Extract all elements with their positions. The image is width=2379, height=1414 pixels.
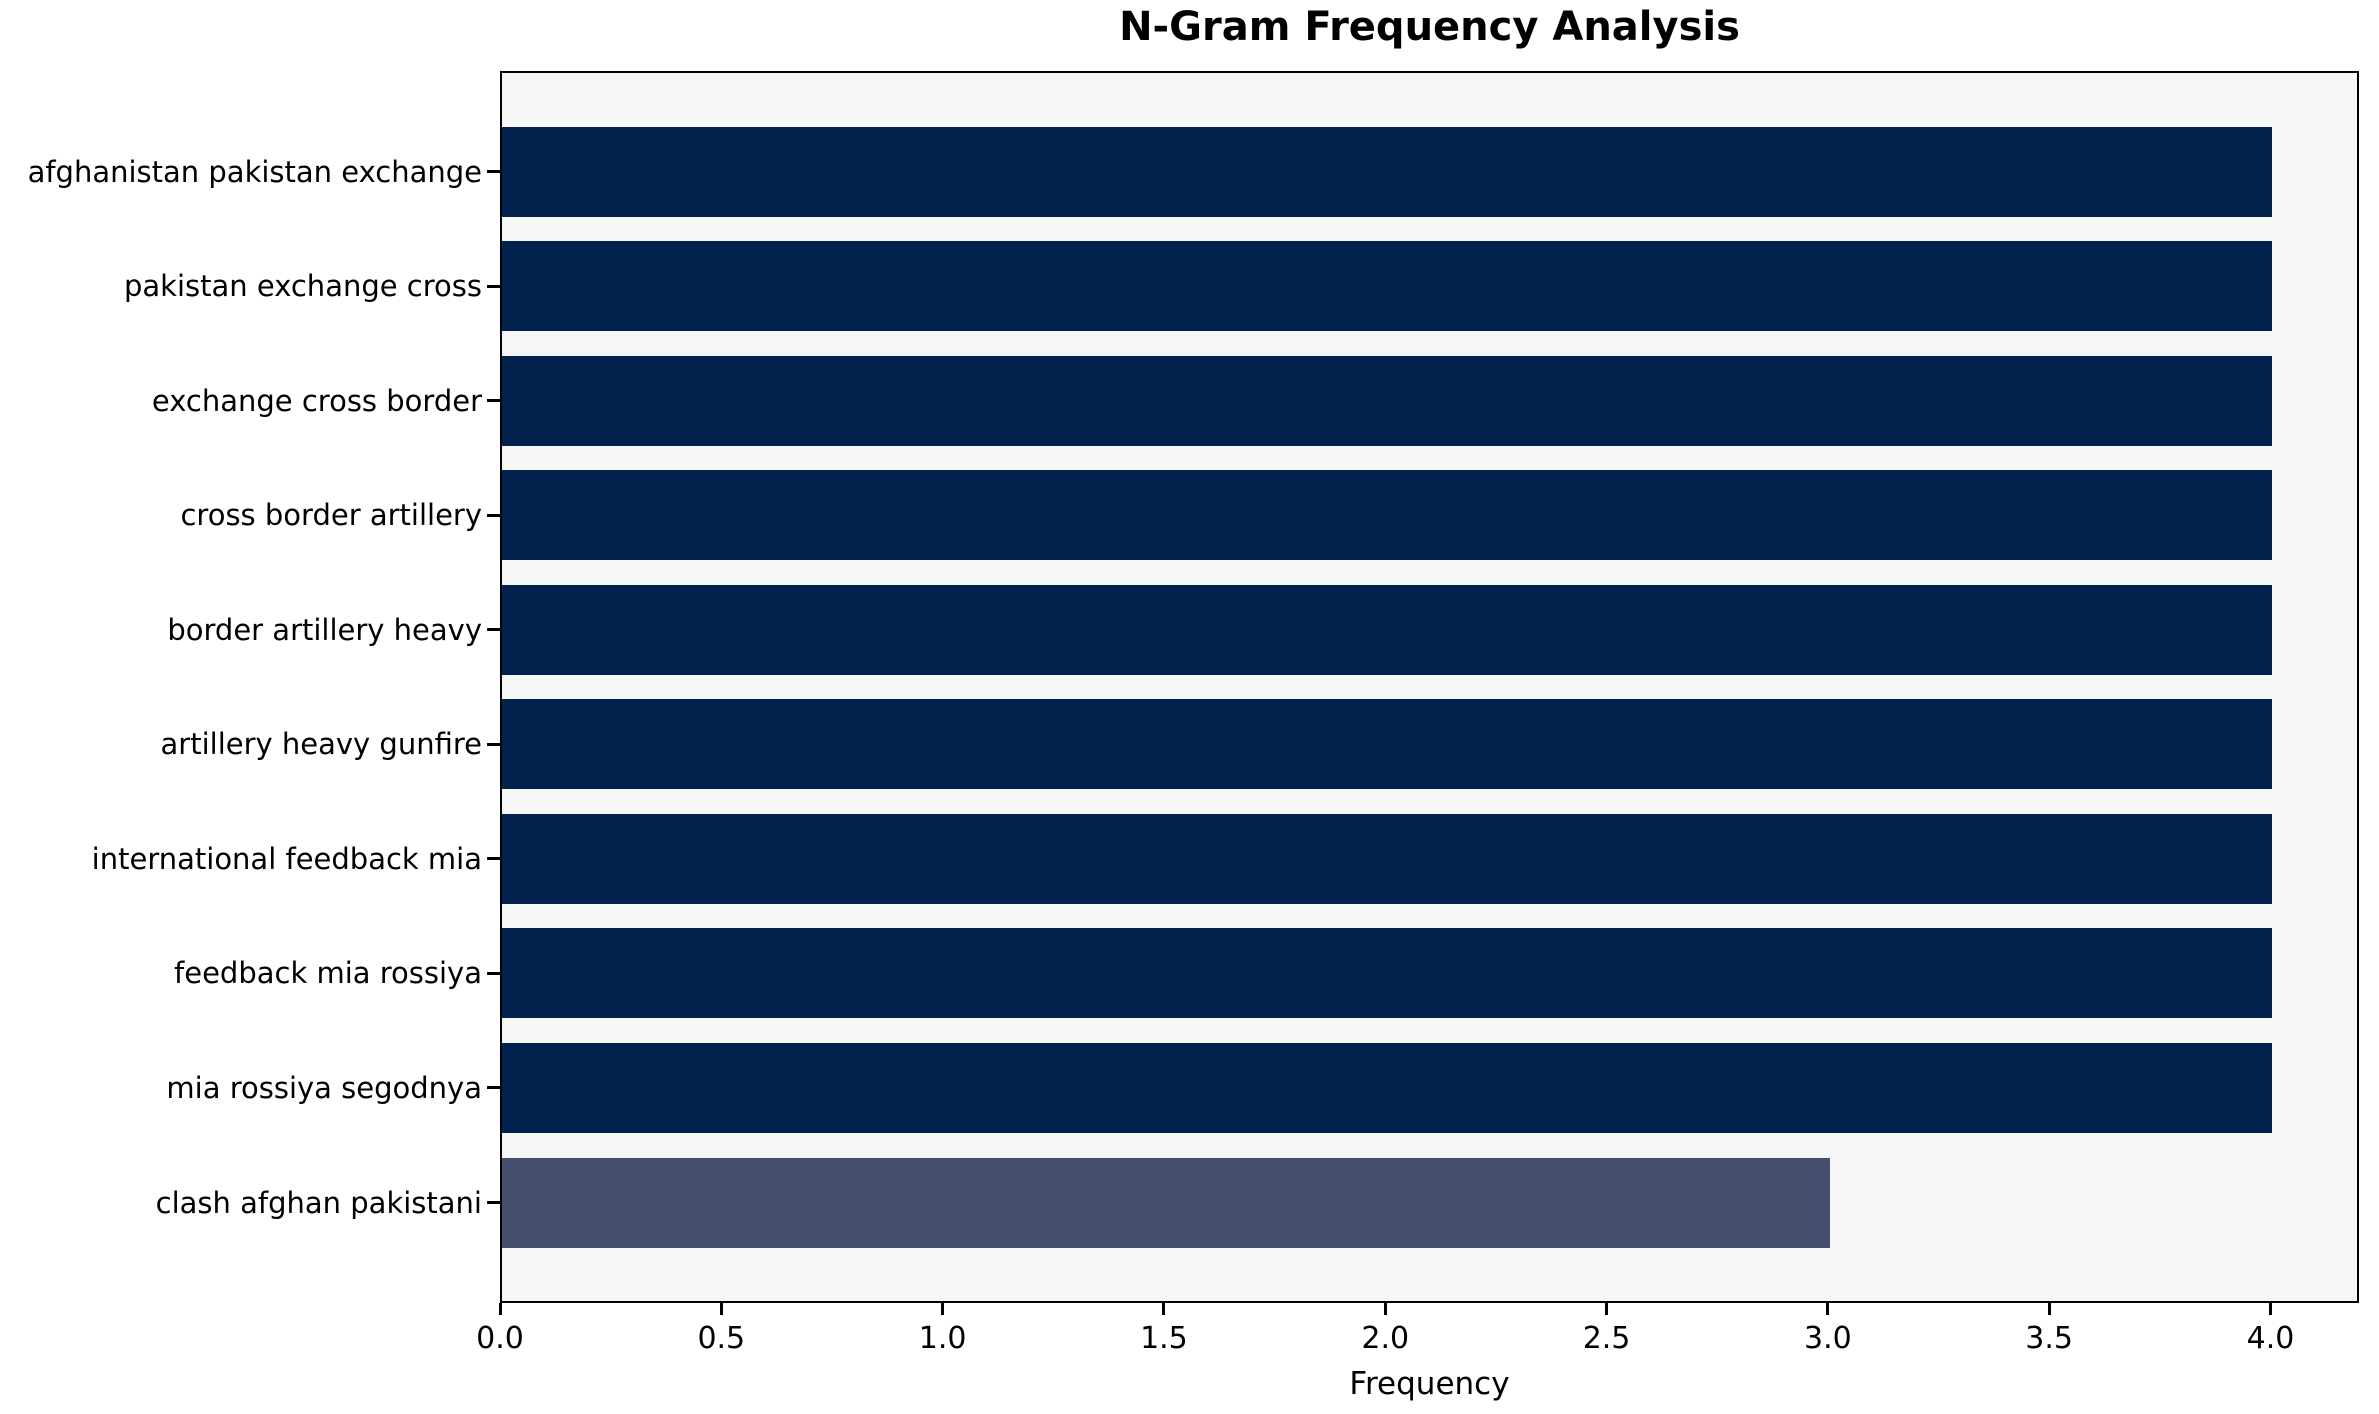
y-tick-mark <box>487 399 500 403</box>
bar-cross-border-artillery <box>502 470 2273 561</box>
y-tick-label: exchange cross border <box>151 383 482 418</box>
y-tick-mark <box>487 857 500 861</box>
x-tick-label: 4.0 <box>2246 1321 2295 1356</box>
x-tick-label: 1.0 <box>918 1321 967 1356</box>
x-axis-label: Frequency <box>1349 1366 1510 1402</box>
y-tick-mark <box>487 742 500 746</box>
bar-afghanistan-pakistan-exchange <box>502 126 2273 217</box>
y-tick-label: border artillery heavy <box>167 612 482 647</box>
y-tick-label: afghanistan pakistan exchange <box>27 154 482 189</box>
chart-title: N-Gram Frequency Analysis <box>1119 4 1740 50</box>
bar-artillery-heavy-gunfire <box>502 699 2273 790</box>
y-tick-label: artillery heavy gunfire <box>160 727 482 762</box>
x-tick-mark <box>1605 1303 1609 1315</box>
y-tick-label: pakistan exchange cross <box>124 269 482 304</box>
x-tick-mark <box>2047 1303 2051 1315</box>
y-tick-label: mia rossiya segodnya <box>166 1070 482 1105</box>
y-tick-label: clash afghan pakistani <box>155 1185 482 1220</box>
bar-international-feedback-mia <box>502 813 2273 904</box>
y-tick-mark <box>487 513 500 517</box>
x-tick-mark <box>941 1303 945 1315</box>
y-tick-label: feedback mia rossiya <box>174 956 482 991</box>
x-tick-label: 2.0 <box>1361 1321 1410 1356</box>
x-tick-mark <box>498 1303 502 1315</box>
y-tick-label: cross border artillery <box>180 498 482 533</box>
x-tick-label: 1.5 <box>1140 1321 1188 1356</box>
bar-clash-afghan-pakistani <box>502 1157 1830 1248</box>
y-tick-mark <box>487 170 500 173</box>
y-tick-mark <box>487 971 500 975</box>
bar-pakistan-exchange-cross <box>502 241 2273 332</box>
x-tick-mark <box>719 1303 723 1315</box>
x-tick-label: 3.5 <box>2025 1321 2074 1356</box>
x-tick-label: 0.0 <box>476 1321 524 1356</box>
x-tick-label: 0.5 <box>697 1321 746 1356</box>
x-tick-label: 3.0 <box>1803 1321 1852 1356</box>
y-tick-mark <box>487 628 500 632</box>
x-tick-mark <box>1826 1303 1830 1315</box>
y-tick-mark <box>487 284 500 288</box>
x-tick-mark <box>1383 1303 1387 1315</box>
x-tick-mark <box>2268 1303 2272 1315</box>
plot-area <box>500 71 2359 1303</box>
y-tick-mark <box>487 1086 500 1090</box>
bar-mia-rossiya-segodnya <box>502 1042 2273 1133</box>
x-tick-mark <box>1162 1303 1166 1315</box>
bar-feedback-mia-rossiya <box>502 928 2273 1019</box>
bar-border-artillery-heavy <box>502 584 2273 675</box>
x-tick-label: 2.5 <box>1582 1321 1631 1356</box>
y-tick-mark <box>487 1201 500 1204</box>
y-tick-label: international feedback mia <box>91 841 482 876</box>
bar-exchange-cross-border <box>502 355 2273 446</box>
